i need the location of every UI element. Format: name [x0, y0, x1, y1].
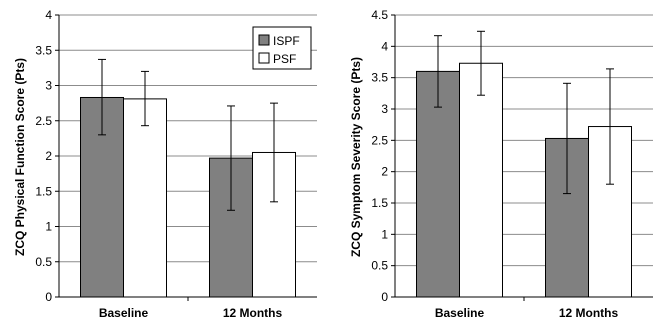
legend-label-ispf: ISPF: [273, 34, 300, 48]
x-category-label: 12 Months: [559, 306, 619, 320]
legend-swatch-ispf: [258, 34, 270, 46]
bar-psf-baseline: [123, 98, 167, 298]
bar-psf-baseline: [459, 62, 503, 298]
y-tick-label: 0: [45, 290, 52, 304]
y-tick-label: 0: [381, 290, 388, 304]
y-tick-label: 3.5: [35, 43, 52, 57]
y-tick-label: 2.5: [371, 133, 388, 147]
y-tick-label: 1.5: [35, 184, 52, 198]
x-category-label: Baseline: [99, 306, 149, 320]
y-tick-label: 0.5: [35, 255, 52, 269]
y-tick-label: 1: [45, 220, 52, 234]
y-tick-label: 2: [45, 149, 52, 163]
bar-ispf-baseline: [416, 70, 460, 298]
y-tick-label: 3.5: [371, 71, 388, 85]
y-axis-label: ZCQ Symptom Severity Score (Pts): [349, 57, 363, 257]
y-tick-label: 4.5: [371, 8, 388, 22]
chart-physical-function: ZCQ Physical Function Score (Pts) 0 0.5 1 1…: [13, 8, 317, 320]
y-tick-label: 4: [381, 39, 388, 53]
chart-symptom-severity: ZCQ Symptom Severity Score (Pts) 0 0.5 1 1.…: [349, 8, 653, 320]
x-category-label: Baseline: [435, 306, 485, 320]
y-tick-label: 1.5: [371, 196, 388, 210]
y-axis-label: ZCQ Physical Function Score (Pts): [13, 58, 27, 256]
y-tick-label: 2: [381, 165, 388, 179]
y-tick-label: 2.5: [35, 114, 52, 128]
y-tick-label: 3: [381, 102, 388, 116]
y-tick-label: 0.5: [371, 259, 388, 273]
y-tick-label: 3: [45, 79, 52, 93]
x-category-label: 12 Months: [223, 306, 283, 320]
y-tick-label: 4: [45, 8, 52, 22]
legend-label-psf: PSF: [273, 52, 296, 66]
y-tick-label: 1: [381, 227, 388, 241]
legend-swatch-psf: [258, 52, 270, 64]
